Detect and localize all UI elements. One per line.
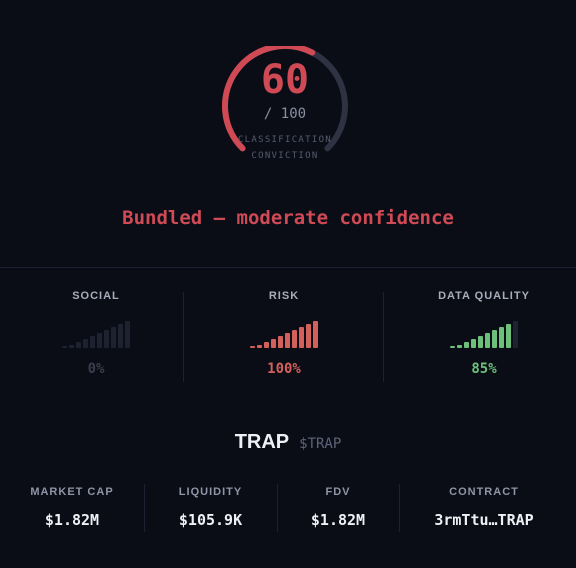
- signal-bars: [62, 321, 130, 348]
- signal-bar: [306, 324, 311, 348]
- signal-bar: [457, 345, 462, 348]
- signal-bar: [292, 330, 297, 348]
- metric-value: 100%: [267, 361, 301, 377]
- verdict-text: Bundled — moderate confidence: [122, 207, 454, 229]
- metric-label: DATA QUALITY: [438, 290, 530, 302]
- metric-label: RISK: [268, 290, 300, 302]
- stat-value: $1.82M: [44, 511, 100, 529]
- caption-line-2: CONVICTION: [251, 151, 319, 161]
- stat-fdv: FDV $1.82M: [277, 484, 399, 534]
- signal-bar: [278, 336, 283, 348]
- signal-bar: [125, 321, 130, 348]
- signal-bar: [264, 342, 269, 348]
- signal-bar: [62, 346, 67, 348]
- token-header: TRAP $TRAP: [0, 428, 576, 458]
- stat-label: MARKET CAP: [30, 486, 114, 498]
- stat-label: FDV: [325, 486, 351, 498]
- stat-value: $1.82M: [310, 511, 366, 529]
- score-max: / 100: [263, 106, 307, 122]
- signal-bars: [450, 321, 518, 348]
- stat-separator: [399, 484, 400, 532]
- stat-label: CONTRACT: [449, 486, 519, 498]
- gauge-fill: [222, 46, 316, 152]
- metric-social: SOCIAL 0%: [0, 288, 192, 388]
- signal-bar: [464, 342, 469, 348]
- contract-address[interactable]: 3rmTtu…TRAP: [434, 511, 534, 529]
- signal-bar: [513, 321, 518, 348]
- metric-value: 0%: [87, 361, 105, 377]
- signal-bar: [299, 327, 304, 348]
- metric-risk: RISK 100%: [188, 288, 380, 388]
- score-value: 60: [260, 57, 310, 103]
- token-name: TRAP: [234, 431, 290, 453]
- signal-bar: [76, 342, 81, 348]
- conviction-gauge: 60 / 100 CLASSIFICATION CONVICTION: [218, 46, 352, 162]
- stat-value: $105.9K: [178, 511, 243, 529]
- token-ticker: $TRAP: [299, 436, 342, 452]
- gauge-ring: [222, 46, 348, 152]
- signal-bar: [492, 330, 497, 348]
- signal-bar: [250, 346, 255, 348]
- metric-separator: [383, 292, 384, 382]
- stat-separator: [277, 484, 278, 532]
- signal-bar: [506, 324, 511, 348]
- stat-contract[interactable]: CONTRACT 3rmTtu…TRAP: [399, 484, 569, 534]
- signal-bar: [90, 336, 95, 348]
- signal-bar: [118, 324, 123, 348]
- section-divider: [0, 267, 576, 268]
- signal-bar: [499, 327, 504, 348]
- stat-separator: [144, 484, 145, 532]
- caption-line-1: CLASSIFICATION: [237, 135, 333, 145]
- metric-value: 85%: [471, 361, 497, 377]
- signal-bar: [471, 339, 476, 348]
- signal-bar: [83, 339, 88, 348]
- metric-label: SOCIAL: [72, 290, 120, 302]
- signal-bar: [313, 321, 318, 348]
- metric-data-quality: DATA QUALITY 85%: [388, 288, 576, 388]
- signal-bar: [271, 339, 276, 348]
- signal-bar: [111, 327, 116, 348]
- stat-liquidity: LIQUIDITY $105.9K: [144, 484, 277, 534]
- signal-bar: [285, 333, 290, 348]
- signal-bar: [450, 346, 455, 348]
- signal-bars: [250, 321, 318, 348]
- gauge-caption: CLASSIFICATION CONVICTION: [208, 132, 362, 164]
- signal-bar: [104, 330, 109, 348]
- signal-bar: [478, 336, 483, 348]
- signal-bar: [257, 345, 262, 348]
- stat-label: LIQUIDITY: [178, 486, 243, 498]
- stat-market-cap: MARKET CAP $1.82M: [0, 484, 144, 534]
- metric-separator: [183, 292, 184, 382]
- signal-bar: [97, 333, 102, 348]
- signal-bar: [69, 345, 74, 348]
- signal-bar: [485, 333, 490, 348]
